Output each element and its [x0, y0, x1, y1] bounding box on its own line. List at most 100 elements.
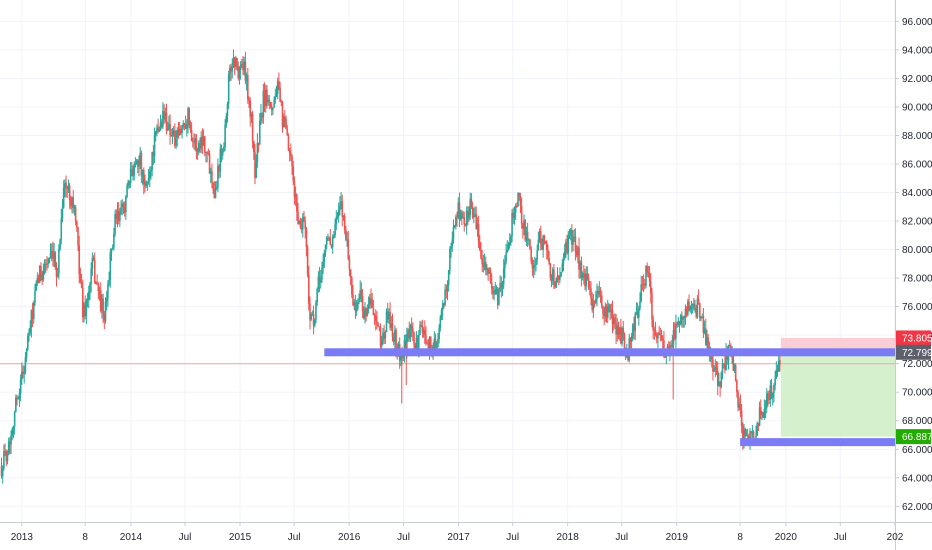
- y-axis-ticks: 62.00064.00066.00068.00070.00072.00074.0…: [895, 17, 932, 513]
- candle-up: [217, 165, 219, 188]
- candle-up: [355, 308, 358, 312]
- candle-down: [545, 241, 548, 250]
- support-resistance-zone[interactable]: [324, 348, 896, 357]
- candle-down: [550, 277, 553, 281]
- candle-up: [3, 450, 5, 469]
- candle-up: [358, 298, 360, 302]
- candle-up: [634, 313, 637, 331]
- candle-up: [64, 182, 66, 188]
- candle-down: [251, 113, 254, 142]
- candle-up: [323, 252, 326, 262]
- candle-down: [330, 244, 333, 248]
- candle-up: [232, 57, 235, 67]
- candle-down: [122, 203, 125, 207]
- candle-up: [671, 344, 674, 347]
- candle-down: [142, 170, 145, 185]
- candle-up: [214, 188, 217, 199]
- candle-up: [148, 171, 151, 178]
- x-tick-label: 2016: [338, 532, 361, 543]
- candle-up: [771, 393, 774, 398]
- price-tag-label: 66.887: [902, 432, 932, 443]
- candle-down: [278, 80, 280, 88]
- candle-down: [609, 304, 611, 313]
- candle-up: [774, 378, 776, 386]
- candle-up: [449, 248, 451, 271]
- candle-down: [242, 64, 244, 71]
- candle-down: [157, 127, 159, 132]
- candle-up: [186, 123, 188, 129]
- x-tick-label: 202: [887, 532, 904, 543]
- candle-up: [682, 318, 684, 320]
- candle-up: [121, 203, 124, 208]
- candle-up: [187, 108, 189, 124]
- candle-down: [463, 216, 466, 225]
- candle-up: [346, 239, 348, 240]
- candle-up: [476, 224, 479, 229]
- candle-down: [543, 235, 546, 244]
- candle-down: [643, 284, 646, 286]
- candle-up: [239, 64, 242, 71]
- candle-down: [744, 429, 747, 436]
- candle-down: [500, 283, 503, 289]
- candle-up: [438, 328, 440, 340]
- candle-up: [109, 252, 112, 281]
- candle-up: [714, 367, 717, 370]
- candle-down: [707, 337, 709, 348]
- candle-up: [597, 290, 599, 293]
- candle-down: [281, 102, 284, 128]
- candle-down: [365, 308, 367, 316]
- candle-up: [441, 303, 444, 311]
- candle-down: [95, 282, 97, 284]
- candle-down: [548, 258, 550, 264]
- candle-down: [702, 316, 705, 333]
- candle-down: [199, 143, 201, 149]
- candle-up: [30, 310, 33, 329]
- candle-down: [647, 272, 650, 274]
- candle-down: [252, 141, 255, 153]
- y-tick-label: 96.000: [902, 17, 932, 28]
- candle-down: [661, 338, 664, 341]
- candle-up: [368, 297, 371, 305]
- candle-down: [518, 192, 521, 196]
- candle-up: [91, 257, 94, 270]
- candle-down: [280, 101, 283, 103]
- support-resistance-zone[interactable]: [740, 438, 895, 447]
- candle-up: [324, 244, 327, 253]
- candle-up: [86, 299, 89, 301]
- candle-up: [573, 236, 576, 238]
- candle-down: [590, 288, 592, 299]
- support-resistance-zones[interactable]: [324, 348, 896, 447]
- candle-up: [35, 283, 37, 291]
- candle-down: [77, 227, 79, 246]
- position-target-zone[interactable]: [780, 352, 895, 437]
- candle-down: [174, 130, 176, 146]
- candle-down: [92, 257, 95, 261]
- candle-down: [649, 281, 652, 294]
- candle-down: [623, 333, 626, 354]
- candle-down: [423, 330, 426, 335]
- candle-up: [517, 192, 519, 207]
- candle-down: [416, 337, 419, 351]
- candle-down: [716, 370, 719, 386]
- candle-down: [78, 245, 81, 274]
- x-axis-ticks: 2013 8 2014 Jul 2015 Jul 2016 Jul 2017 Jul 2018 Jul…: [11, 522, 904, 543]
- candle-up: [415, 337, 418, 351]
- x-tick-label: 8: [737, 532, 743, 543]
- candle-up: [498, 291, 500, 305]
- candle-up: [581, 273, 584, 278]
- y-tick-label: 82.000: [902, 217, 932, 228]
- price-tag-label: 72.799: [902, 348, 932, 359]
- x-tick-label: Jul: [834, 532, 847, 543]
- candle-up: [227, 74, 230, 104]
- candle-up: [488, 271, 491, 274]
- candle-up: [175, 136, 177, 146]
- candle-up: [67, 185, 70, 190]
- candle-down: [636, 312, 639, 318]
- candle-down: [152, 152, 155, 156]
- candle-up: [537, 239, 540, 251]
- candle-up: [235, 57, 237, 67]
- candle-up: [164, 112, 167, 120]
- candle-up: [87, 291, 90, 300]
